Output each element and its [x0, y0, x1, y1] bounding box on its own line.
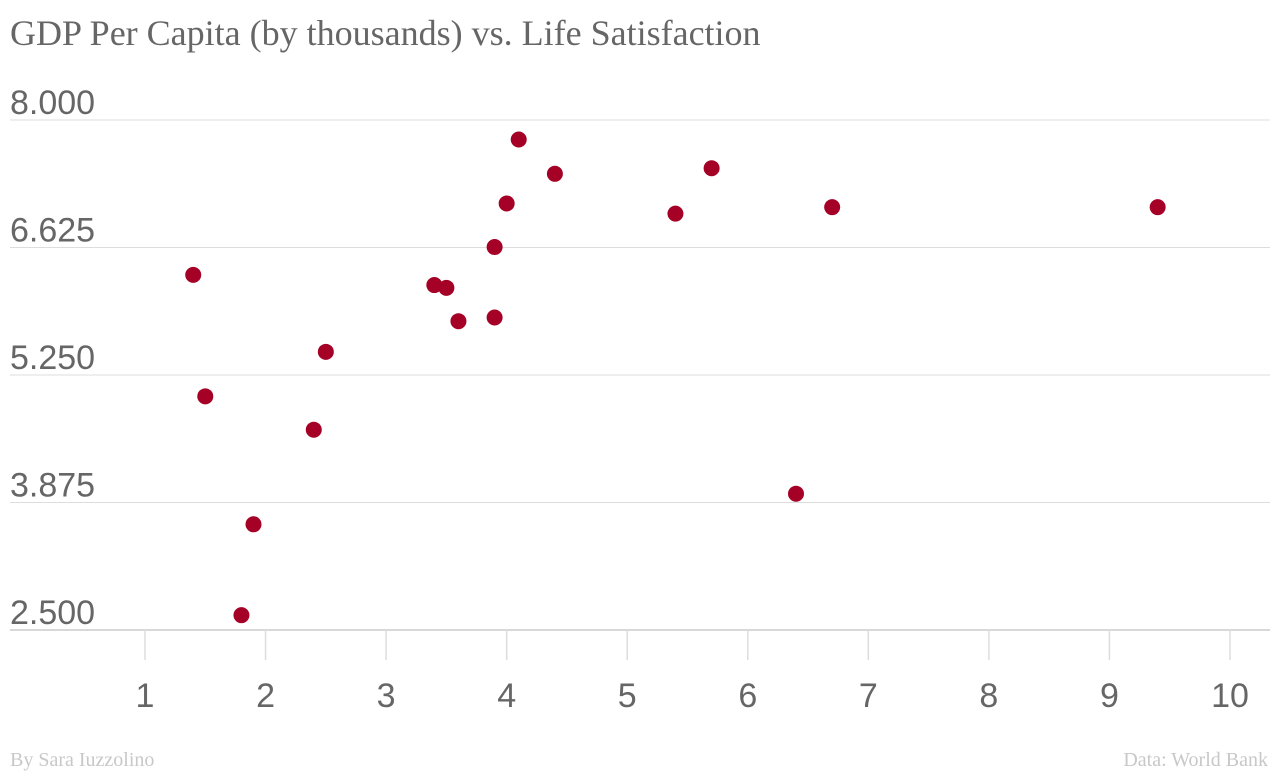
scatter-point — [450, 313, 467, 330]
x-tick-label: 4 — [497, 677, 516, 715]
x-tick-label: 3 — [377, 677, 396, 715]
scatter-point — [788, 485, 804, 502]
grid-lines — [10, 119, 1270, 631]
scatter-point — [245, 516, 262, 533]
scatter-point — [498, 195, 515, 212]
scatter-point — [486, 309, 503, 326]
x-tick-label: 2 — [256, 677, 275, 715]
data-source-credit: Data: World Bank — [1123, 749, 1268, 771]
y-tick-label: 8.000 — [10, 84, 95, 122]
y-tick-label: 3.875 — [10, 467, 95, 505]
y-tick-label: 5.250 — [10, 339, 95, 377]
scatter-point — [703, 160, 720, 177]
scatter-point — [233, 607, 250, 624]
scatter-point — [510, 131, 527, 148]
y-tick-label: 2.500 — [10, 594, 95, 632]
x-tick-label: 6 — [738, 677, 757, 715]
scatter-point — [197, 388, 214, 405]
scatter-point — [305, 421, 322, 438]
scatter-point — [824, 199, 841, 216]
scatter-point — [185, 266, 202, 283]
author-credit: By Sara Iuzzolino — [10, 749, 155, 771]
scatter-point — [426, 277, 443, 294]
scatter-point — [1149, 199, 1166, 216]
x-tick-label: 5 — [618, 677, 637, 715]
scatter-point — [667, 205, 684, 222]
x-tick-label: 8 — [979, 677, 998, 715]
data-points — [185, 131, 1166, 624]
scatter-point — [546, 165, 563, 182]
y-axis-ticks: 2.500 3.875 5.250 6.625 8.000 — [10, 84, 95, 632]
x-tick-label: 1 — [136, 677, 155, 715]
scatter-point — [486, 239, 503, 256]
x-axis-ticks: 1 2 3 4 5 6 7 8 9 10 — [136, 630, 1249, 715]
scatter-point — [438, 279, 455, 296]
y-tick-label: 6.625 — [10, 212, 95, 250]
chart-title: GDP Per Capita (by thousands) vs. Life S… — [10, 13, 761, 53]
x-tick-label: 7 — [859, 677, 878, 715]
scatter-point — [317, 343, 334, 360]
x-tick-label: 9 — [1100, 677, 1119, 715]
x-tick-label: 10 — [1211, 677, 1249, 715]
